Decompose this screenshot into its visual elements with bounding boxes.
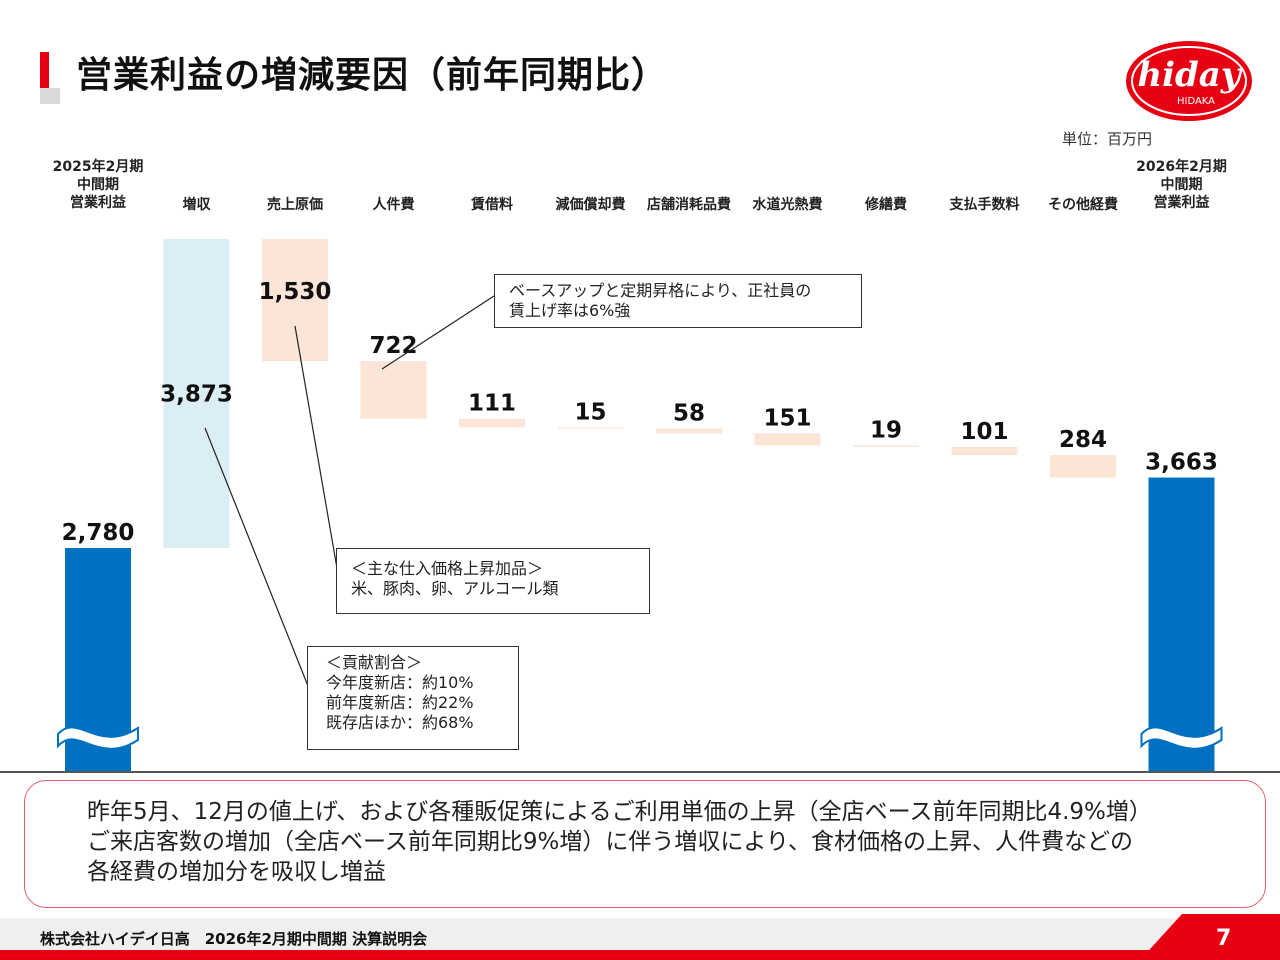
column-header-2: 売上原価 — [240, 196, 350, 214]
callout-wage-increase: ベースアップと定期昇格により、正社員の 賃上げ率は6%強 — [494, 274, 862, 328]
column-header-11-line-1: 中間期 — [1160, 177, 1203, 193]
column-header-0-line-2: 営業利益 — [70, 195, 126, 211]
column-header-4-line-0: 賃借料 — [471, 197, 513, 213]
value-label-7: 151 — [763, 405, 811, 431]
callout-contrib-line-1: ＜貢献割合＞ — [326, 653, 423, 672]
unit-label: 単位：百万円 — [1061, 130, 1152, 148]
column-header-2-line-0: 売上原価 — [267, 197, 323, 213]
value-label-5: 15 — [574, 400, 606, 426]
value-label-10: 284 — [1059, 427, 1107, 453]
value-label-2: 1,530 — [259, 279, 332, 305]
column-header-11-line-2: 営業利益 — [1153, 195, 1210, 211]
summary-line-3: 各経費の増加分を吸収し増益 — [87, 859, 386, 885]
axis-break-0 — [57, 726, 139, 750]
bar-4 — [459, 418, 525, 428]
column-header-4: 賃借料 — [437, 196, 547, 214]
value-label-0: 2,780 — [62, 520, 135, 546]
bar-5 — [557, 427, 624, 429]
callout-wage-line-2: 賃上げ率は6%強 — [509, 301, 631, 320]
axis-break-11 — [1140, 726, 1223, 750]
column-header-1-line-0: 増収 — [182, 197, 211, 213]
leader-cost — [294, 325, 339, 575]
column-header-7-line-0: 水道光熱費 — [752, 197, 823, 213]
value-label-3: 722 — [369, 333, 417, 359]
bar-9 — [951, 446, 1018, 455]
column-header-11: 2026年2月期 中間期営業利益 — [1127, 158, 1237, 212]
column-header-9-line-0: 支払手数料 — [949, 197, 1020, 213]
title-accent-bar — [40, 52, 49, 88]
logo-subtext: HIDAKA — [1177, 96, 1215, 107]
column-header-0-line-1: 中間期 — [77, 177, 119, 193]
value-label-1: 3,873 — [160, 382, 233, 408]
column-header-9: 支払手数料 — [930, 196, 1040, 214]
value-label-11: 3,663 — [1145, 450, 1218, 476]
value-label-9: 101 — [960, 419, 1008, 445]
bar-1 — [163, 239, 230, 549]
column-header-3: 人件費 — [339, 196, 449, 214]
value-label-8: 19 — [870, 417, 902, 443]
logo-wordmark: hiday — [1137, 55, 1242, 95]
column-header-0: 2025年2月期 中間期営業利益 — [43, 158, 153, 212]
column-header-5: 減価償却費 — [536, 196, 646, 214]
page-title: 営業利益の増減要因（前年同期比） — [76, 55, 669, 96]
callout-cost-line-1: ＜主な仕入価格上昇加品＞ — [351, 559, 544, 578]
value-label-4: 111 — [468, 391, 516, 417]
callout-wage-line-1: ベースアップと定期昇格により、正社員の — [509, 281, 812, 300]
summary-box: 昨年5月、12月の値上げ、および各種販促策によるご利用単価の上昇（全店ベース前年… — [24, 780, 1266, 908]
callout-contrib-line-3: 前年度新店：約22% — [326, 693, 474, 712]
bar-8 — [853, 445, 919, 447]
column-header-5-line-0: 減価償却費 — [555, 197, 626, 213]
summary-line-2: ご来店客数の増加（全店ベース前年同期比9%増）に伴う増収により、食材価格の上昇、… — [87, 829, 1133, 855]
column-header-8-line-0: 修繕費 — [865, 197, 907, 213]
column-header-3-line-0: 人件費 — [372, 197, 415, 213]
callout-cost-items: ＜主な仕入価格上昇加品＞ 米、豚肉、卵、アルコール類 — [336, 548, 650, 614]
summary-line-1: 昨年5月、12月の値上げ、および各種販促策によるご利用単価の上昇（全店ベース前年… — [87, 799, 1152, 825]
footer-company: 株式会社ハイデイ日高 2026年2月期中間期 決算説明会 — [40, 930, 428, 948]
column-header-1: 増収 — [142, 196, 252, 214]
column-header-10: その他経費 — [1028, 196, 1138, 214]
page-number: 7 — [1216, 926, 1232, 951]
bar-10 — [1050, 454, 1116, 478]
footer-bar — [0, 918, 1280, 950]
bar-11 — [1148, 477, 1215, 771]
column-header-6: 店舗消耗品費 — [634, 196, 744, 214]
callout-contribution: ＜貢献割合＞ 今年度新店：約10% 前年度新店：約22% 既存店ほか：約68% — [307, 646, 519, 750]
hiday-logo: hiday HIDAKA — [1126, 41, 1252, 121]
value-label-6: 58 — [673, 401, 705, 427]
bar-6 — [656, 428, 722, 434]
leader-wage — [381, 295, 495, 370]
column-header-11-line-0: 2026年2月期 — [1136, 159, 1227, 175]
callout-contrib-line-2: 今年度新店：約10% — [326, 673, 474, 692]
column-header-10-line-0: その他経費 — [1048, 197, 1118, 213]
leader-contribution — [204, 427, 309, 687]
footer-red-line — [0, 950, 1280, 960]
column-header-0-line-0: 2025年2月期 — [52, 159, 144, 175]
bar-3 — [360, 361, 427, 419]
callout-cost-line-2: 米、豚肉、卵、アルコール類 — [351, 579, 559, 598]
chart-baseline — [0, 771, 1280, 773]
column-header-6-line-0: 店舗消耗品費 — [647, 197, 731, 213]
column-header-8: 修繕費 — [831, 196, 941, 214]
callout-contrib-line-4: 既存店ほか：約68% — [326, 713, 474, 732]
bar-7 — [754, 433, 821, 446]
bar-2 — [262, 239, 328, 362]
column-header-7: 水道光熱費 — [733, 196, 843, 214]
title-accent-shadow — [40, 88, 60, 104]
